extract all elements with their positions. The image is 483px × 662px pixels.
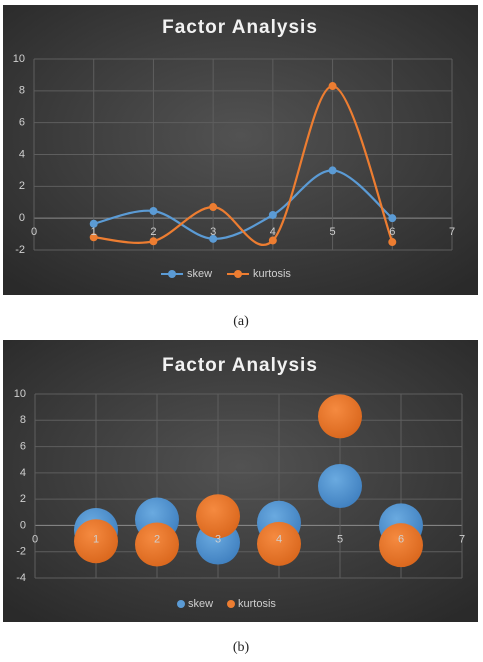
legend-marker: [177, 600, 185, 608]
x-tick-label: 7: [459, 533, 465, 545]
y-tick-label: 10: [14, 388, 26, 400]
y-tick-label: 0: [19, 212, 25, 224]
panel: [3, 340, 478, 622]
x-tick-label: 1: [91, 226, 97, 238]
chart-title: Factor Analysis: [162, 17, 318, 38]
y-tick-label: 8: [19, 85, 25, 97]
marker: [268, 236, 277, 245]
bubble: [196, 494, 240, 539]
x-tick-label: 4: [270, 226, 276, 238]
marker: [388, 238, 397, 247]
y-tick-label: 2: [20, 493, 26, 505]
bubble: [257, 521, 301, 566]
x-tick-label: 3: [210, 226, 216, 238]
y-tick-label: -4: [16, 572, 26, 584]
legend-label: skew: [188, 598, 213, 610]
marker: [388, 214, 397, 223]
marker: [328, 82, 337, 91]
legend-label: skew: [187, 268, 212, 280]
x-tick-label: 1: [93, 533, 99, 545]
marker: [268, 210, 277, 219]
x-tick-label: 2: [154, 533, 160, 545]
marker: [149, 207, 158, 216]
bubble: [135, 522, 179, 567]
legend-marker: [234, 270, 242, 278]
marker: [209, 203, 218, 212]
y-tick-label: -2: [15, 244, 25, 256]
chart-title: Factor Analysis: [162, 355, 318, 376]
legend-marker: [227, 600, 235, 608]
marker: [89, 219, 98, 228]
y-tick-label: 6: [19, 117, 25, 129]
x-tick-label: 3: [215, 533, 221, 545]
x-tick-label: 5: [330, 226, 336, 238]
y-tick-label: 10: [13, 53, 25, 65]
y-tick-label: 2: [19, 180, 25, 192]
marker: [209, 234, 218, 243]
x-tick-label: 6: [389, 226, 395, 238]
bubble: [318, 394, 362, 439]
y-tick-label: 6: [20, 440, 26, 452]
caption: (a): [233, 314, 249, 329]
marker: [149, 237, 158, 246]
y-tick-label: -2: [16, 546, 26, 558]
y-tick-label: 0: [20, 519, 26, 531]
legend-marker: [168, 270, 176, 278]
panel: [3, 5, 478, 295]
marker: [89, 233, 98, 242]
x-tick-label: 0: [32, 533, 38, 545]
bubble: [318, 464, 362, 508]
legend-label: kurtosis: [238, 598, 276, 610]
x-tick-label: 7: [449, 226, 455, 238]
x-tick-label: 6: [398, 533, 404, 545]
legend-label: kurtosis: [253, 268, 291, 280]
caption: (b): [233, 640, 250, 655]
x-tick-label: 5: [337, 533, 343, 545]
bubble: [379, 523, 423, 568]
x-tick-label: 0: [31, 226, 37, 238]
y-tick-label: 4: [20, 467, 26, 479]
x-tick-label: 4: [276, 533, 282, 545]
marker: [328, 166, 337, 175]
y-tick-label: 8: [20, 414, 26, 426]
y-tick-label: 4: [19, 148, 25, 160]
bubble: [74, 519, 118, 564]
x-tick-label: 2: [150, 226, 156, 238]
